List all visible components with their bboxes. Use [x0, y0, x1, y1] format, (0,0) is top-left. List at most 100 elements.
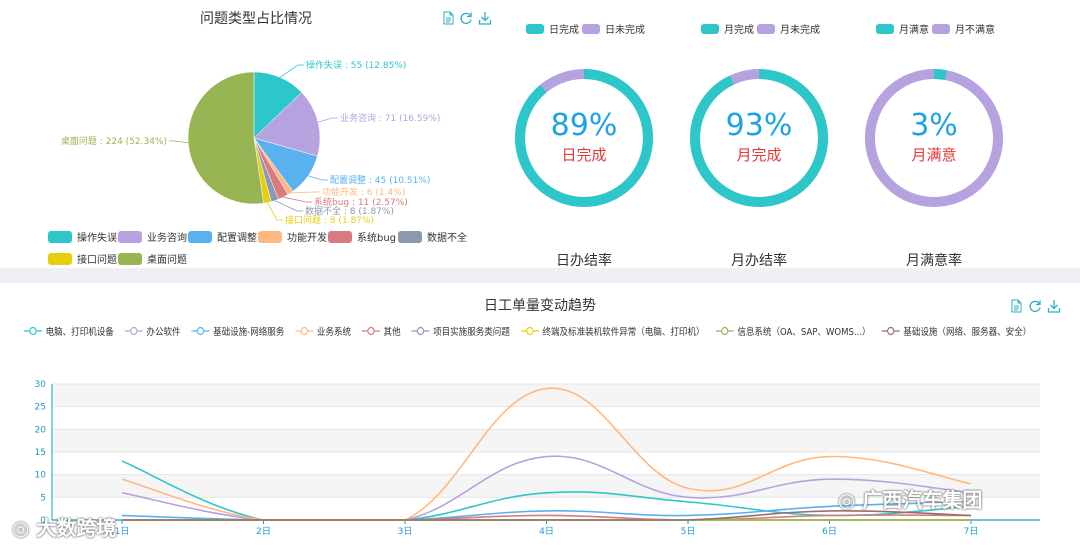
legend-label: 终端及标准装机软件异常（电脑、打印机） — [542, 326, 704, 339]
legend-swatch — [118, 230, 142, 243]
legend-swatch — [757, 23, 775, 34]
legend-swatch — [258, 230, 282, 243]
line-legend-item[interactable]: 办公软件 — [124, 326, 181, 339]
y-tick-label: 25 — [35, 403, 46, 413]
pie-legend-item[interactable]: 接口问题 — [48, 251, 117, 266]
legend-label: 基础设施-网络服务 — [213, 326, 284, 339]
legend-swatch — [328, 230, 352, 243]
line-legend-item[interactable]: 项目实施服务类问题 — [411, 326, 510, 339]
legend-marker — [130, 326, 138, 336]
pie-label-line — [283, 196, 312, 203]
grid-band — [52, 429, 1040, 452]
legend-label: 办公软件 — [146, 326, 180, 339]
line-legend-item[interactable]: 基础设施-网络服务 — [191, 326, 284, 339]
legend-swatch — [48, 252, 72, 265]
legend-label: 月未完成 — [780, 25, 820, 36]
ring-center-label: 月满意 — [911, 146, 957, 164]
legend-swatch — [526, 23, 544, 34]
legend-label: 月满意 — [899, 25, 929, 36]
grid-band — [52, 384, 1040, 407]
pie-legend-item[interactable]: 数据不全 — [398, 229, 467, 244]
legend-swatch — [118, 252, 142, 265]
x-tick-label: 5日 — [681, 526, 696, 537]
legend-label: 月完成 — [724, 25, 754, 36]
document-icon[interactable] — [1009, 299, 1023, 313]
line-title: 日工单量变动趋势 — [484, 298, 596, 314]
ring-center-label: 月完成 — [736, 146, 782, 164]
legend-swatch — [701, 23, 719, 34]
watermark-left: ◎ 大数跨境 — [12, 512, 116, 541]
grid-band — [52, 474, 1040, 498]
grid-band — [52, 452, 1040, 475]
pie-slice-label: 功能开发 : 6 (1.4%) — [322, 186, 405, 198]
pie-legend-item[interactable]: 业务咨询 — [118, 229, 187, 244]
y-tick-label: 15 — [35, 448, 46, 458]
pie-slice[interactable] — [253, 92, 321, 157]
ring-legend-item[interactable]: 日完成 — [526, 21, 579, 36]
donut-value-arc[interactable] — [690, 69, 828, 207]
legend-label: 信息系统（OA、SAP、WOMS...） — [737, 326, 870, 339]
ring-percent: 3% — [910, 108, 958, 143]
ring-caption: 月办结率 — [731, 253, 787, 269]
pie-slice-label: 桌面问题 : 224 (52.34%) — [61, 135, 167, 147]
pie-label-line — [290, 191, 320, 194]
ring-percent: 93% — [725, 108, 793, 143]
pie-legend-item[interactable]: 功能开发 — [258, 229, 327, 244]
download-icon[interactable] — [478, 11, 492, 25]
pie-chart: 操作失误 : 55 (12.85%) 业务咨询 : 71 (16.59%) 配置调整… — [61, 59, 441, 226]
legend-marker — [367, 326, 375, 336]
donut-chart — [690, 69, 828, 207]
y-tick-label: 10 — [35, 471, 47, 481]
refresh-icon[interactable] — [1028, 299, 1042, 313]
document-icon[interactable] — [441, 11, 455, 25]
legend-swatch — [188, 230, 212, 243]
ring-legend-item[interactable]: 月未完成 — [757, 21, 820, 36]
watermark-left-text: 大数跨境 — [36, 516, 117, 540]
legend-swatch — [876, 23, 894, 34]
x-tick-label: 3日 — [398, 526, 413, 537]
series-line[interactable] — [122, 510, 972, 521]
pie-legend-item[interactable]: 系统bug — [328, 229, 396, 244]
legend-label: 日未完成 — [605, 25, 645, 36]
donut-value-arc[interactable] — [515, 69, 653, 207]
y-tick-label: 0 — [40, 516, 46, 526]
donut-value-arc[interactable] — [865, 69, 1003, 207]
line-legend-item[interactable]: 业务系统 — [295, 326, 351, 339]
refresh-icon[interactable] — [459, 11, 473, 25]
grid-band — [52, 497, 1040, 520]
grid-band — [52, 406, 1040, 430]
x-tick-label: 6日 — [822, 526, 837, 537]
legend-swatch — [398, 230, 422, 243]
line-legend-item[interactable]: 终端及标准装机软件异常（电脑、打印机） — [520, 326, 705, 339]
line-legend-item[interactable]: 信息系统（OA、SAP、WOMS...） — [715, 326, 871, 339]
legend-label: 业务咨询 — [147, 233, 187, 244]
ring-caption: 日办结率 — [556, 253, 612, 269]
legend-label: 其他 — [384, 326, 401, 339]
download-icon[interactable] — [1047, 299, 1061, 313]
legend-label: 系统bug — [357, 233, 397, 244]
ring-legend-item[interactable]: 月不满意 — [932, 21, 995, 36]
line-legend-item[interactable]: 基础设施（网络、服务器、安全） — [881, 326, 1032, 339]
legend-marker — [887, 326, 895, 336]
line-legend-item[interactable]: 其他 — [361, 326, 401, 339]
legend-marker — [526, 326, 534, 336]
pie-label-line — [308, 175, 328, 181]
pie-slice[interactable] — [187, 71, 264, 205]
pie-legend-item[interactable]: 操作失误 — [48, 229, 117, 244]
pie-legend-item[interactable]: 桌面问题 — [118, 251, 187, 266]
wechat-icon: ◎ — [12, 516, 37, 540]
ring-legend-item[interactable]: 月完成 — [701, 21, 754, 36]
legend-label: 接口问题 — [77, 255, 117, 266]
watermark-right: ◎ 广西汽车集团 — [838, 484, 982, 513]
ring-legend-item[interactable]: 日未完成 — [582, 21, 645, 36]
legend-label: 电脑、打印机设备 — [46, 326, 114, 339]
line-legend-item[interactable]: 电脑、打印机设备 — [24, 326, 114, 339]
donut-chart — [865, 69, 1003, 207]
ring-legend-item[interactable]: 月满意 — [876, 21, 929, 36]
pie-label-line — [274, 200, 303, 212]
x-tick-label: 2日 — [256, 526, 271, 537]
legend-marker — [196, 326, 205, 336]
legend-marker — [29, 326, 37, 336]
line-chart: 0 5 10 15 20 25 30 1日 2日 3日 4日 5日 6日 7日 电脑、打印机设备 办公软件 基础… — [24, 326, 1040, 537]
pie-legend-item[interactable]: 配置调整 — [188, 229, 257, 244]
